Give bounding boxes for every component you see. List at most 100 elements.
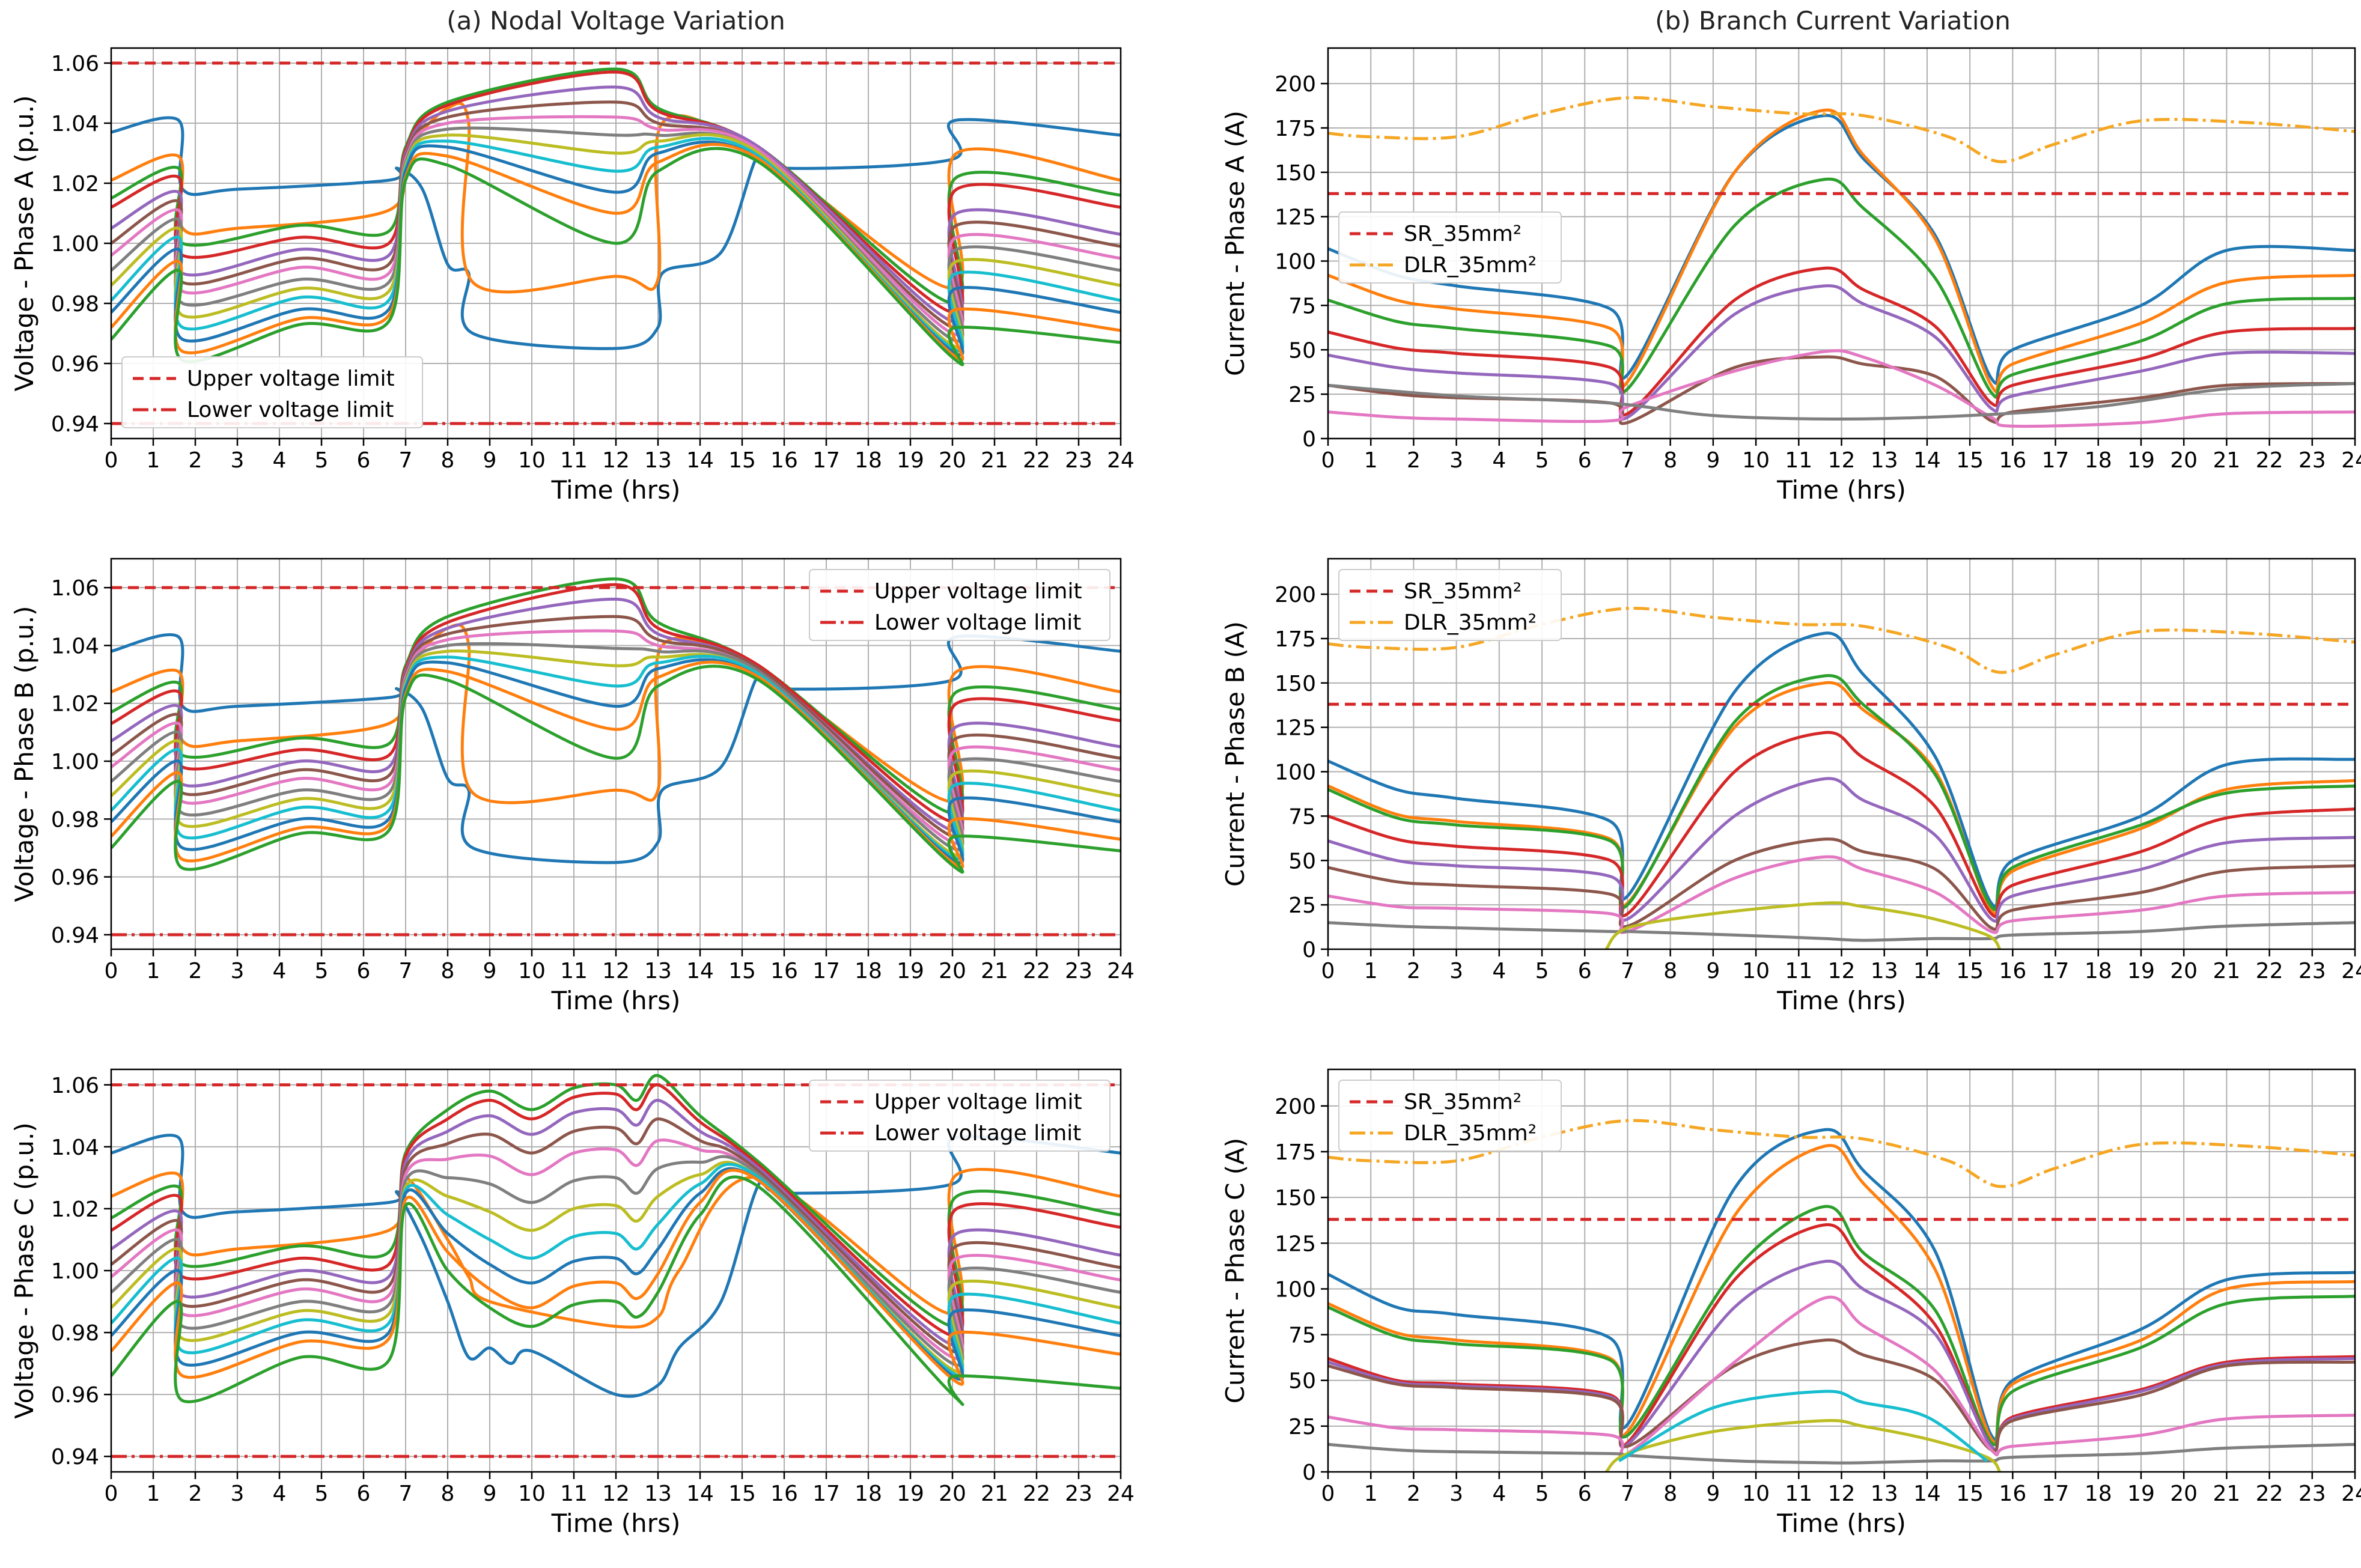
x-tick-label: 2 <box>1407 1481 1421 1506</box>
x-tick-label: 1 <box>1364 448 1378 473</box>
x-tick-label: 19 <box>897 1481 924 1506</box>
series-line <box>1328 1259 2355 1451</box>
y-tick-label: 1.02 <box>51 172 99 196</box>
x-tick-label: 15 <box>1956 959 1984 983</box>
x-tick-label: 21 <box>981 959 1008 983</box>
right-column-title: (b) Branch Current Variation <box>1655 6 2011 35</box>
series-line <box>1328 1223 2355 1451</box>
y-tick-label: 50 <box>1288 849 1316 874</box>
y-tick-label: 100 <box>1275 761 1316 785</box>
x-tick-label: 14 <box>1913 959 1941 983</box>
y-tick-label: 1.06 <box>51 52 99 76</box>
x-tick-label: 2 <box>189 959 203 983</box>
legend-label: SR_35mm² <box>1404 222 1522 246</box>
y-tick-label: 175 <box>1275 117 1316 141</box>
x-tick-label: 19 <box>2127 1481 2155 1506</box>
current-phase-b-chart: 0123456789101112131415161718192021222324… <box>1220 558 2361 1015</box>
series-line <box>111 116 1121 350</box>
y-tick-label: 0 <box>1302 427 1316 452</box>
x-tick-label: 22 <box>2256 448 2283 473</box>
x-tick-label: 5 <box>1535 448 1549 473</box>
legend-label: Lower voltage limit <box>187 398 394 422</box>
x-tick-label: 17 <box>812 959 840 983</box>
x-tick-label: 4 <box>273 448 287 473</box>
y-tick-label: 0.94 <box>51 412 99 437</box>
x-tick-label: 14 <box>686 1481 714 1506</box>
x-tick-label: 14 <box>686 448 714 473</box>
y-tick-label: 125 <box>1275 205 1316 230</box>
x-tick-label: 0 <box>1321 448 1335 473</box>
legend-label: SR_35mm² <box>1404 1090 1522 1114</box>
x-tick-label: 23 <box>2299 1481 2326 1506</box>
x-tick-label: 3 <box>231 1481 245 1506</box>
dlr-line <box>1328 1119 2355 1188</box>
x-tick-label: 23 <box>1065 448 1092 473</box>
series-line <box>1328 1442 2355 1465</box>
x-tick-label: 21 <box>2213 448 2240 473</box>
x-tick-label: 13 <box>644 1481 672 1506</box>
x-tick-label: 18 <box>2085 448 2112 473</box>
series-line <box>1328 1128 2355 1441</box>
x-tick-label: 5 <box>315 448 329 473</box>
y-tick-label: 100 <box>1275 1277 1316 1302</box>
legend: SR_35mm² DLR_35mm² <box>1338 569 1562 641</box>
x-tick-label: 22 <box>1023 448 1050 473</box>
y-tick-label: 75 <box>1288 294 1316 318</box>
x-tick-label: 17 <box>2042 959 2070 983</box>
y-tick-label: 150 <box>1275 672 1316 696</box>
x-tick-label: 6 <box>357 959 371 983</box>
x-tick-label: 10 <box>518 959 546 983</box>
x-tick-label: 10 <box>518 1481 546 1506</box>
x-axis-label: Time (hrs) <box>1776 986 1906 1015</box>
series-line <box>111 142 1121 362</box>
x-tick-label: 11 <box>1785 1481 1812 1506</box>
x-tick-label: 24 <box>1107 448 1135 473</box>
x-tick-label: 2 <box>1407 959 1421 983</box>
series-line <box>1328 855 2355 934</box>
x-tick-label: 16 <box>1999 448 2026 473</box>
x-tick-label: 14 <box>1913 1481 1941 1506</box>
legend-box <box>1338 1080 1562 1152</box>
y-tick-label: 200 <box>1275 583 1316 607</box>
y-tick-label: 0.94 <box>51 1445 99 1469</box>
x-tick-label: 15 <box>728 959 756 983</box>
x-tick-label: 18 <box>855 1481 882 1506</box>
left-column-title: (a) Nodal Voltage Variation <box>446 6 785 35</box>
y-tick-label: 200 <box>1275 72 1316 97</box>
x-tick-label: 1 <box>1364 1481 1378 1506</box>
x-tick-label: 0 <box>105 1481 118 1506</box>
x-tick-label: 2 <box>189 448 203 473</box>
legend: SR_35mm² DLR_35mm² <box>1338 1080 1562 1152</box>
series-line <box>1328 114 2355 385</box>
series-line <box>1328 284 2355 421</box>
x-tick-label: 11 <box>1785 448 1812 473</box>
x-tick-label: 9 <box>1706 448 1720 473</box>
x-tick-label: 22 <box>1023 959 1050 983</box>
x-tick-label: 22 <box>1023 1481 1050 1506</box>
y-axis-label: Current - Phase A (A) <box>1220 111 1250 376</box>
x-tick-label: 10 <box>518 448 546 473</box>
x-tick-label: 20 <box>2170 448 2198 473</box>
x-tick-label: 8 <box>441 1481 455 1506</box>
x-tick-label: 20 <box>939 1481 966 1506</box>
series-line <box>1605 1418 2002 1472</box>
x-tick-label: 24 <box>1107 959 1135 983</box>
x-tick-label: 20 <box>939 448 966 473</box>
series-line <box>111 67 1121 305</box>
y-axis-label: Current - Phase C (A) <box>1220 1138 1250 1404</box>
x-tick-label: 1 <box>147 1481 160 1506</box>
y-tick-label: 150 <box>1275 1186 1316 1211</box>
legend: Upper voltage limit Lower voltage limit <box>809 1080 1110 1152</box>
x-tick-label: 20 <box>2170 1481 2198 1506</box>
x-tick-label: 7 <box>399 448 413 473</box>
x-tick-label: 21 <box>981 1481 1008 1506</box>
x-tick-label: 5 <box>1535 959 1549 983</box>
y-tick-label: 0.98 <box>51 1321 99 1346</box>
series-line <box>1328 681 2355 916</box>
x-tick-label: 4 <box>273 959 287 983</box>
x-tick-label: 16 <box>1999 1481 2026 1506</box>
x-tick-label: 4 <box>1492 448 1506 473</box>
x-tick-label: 1 <box>1364 959 1378 983</box>
y-tick-label: 0 <box>1302 1460 1316 1485</box>
x-tick-label: 12 <box>1828 1481 1856 1506</box>
